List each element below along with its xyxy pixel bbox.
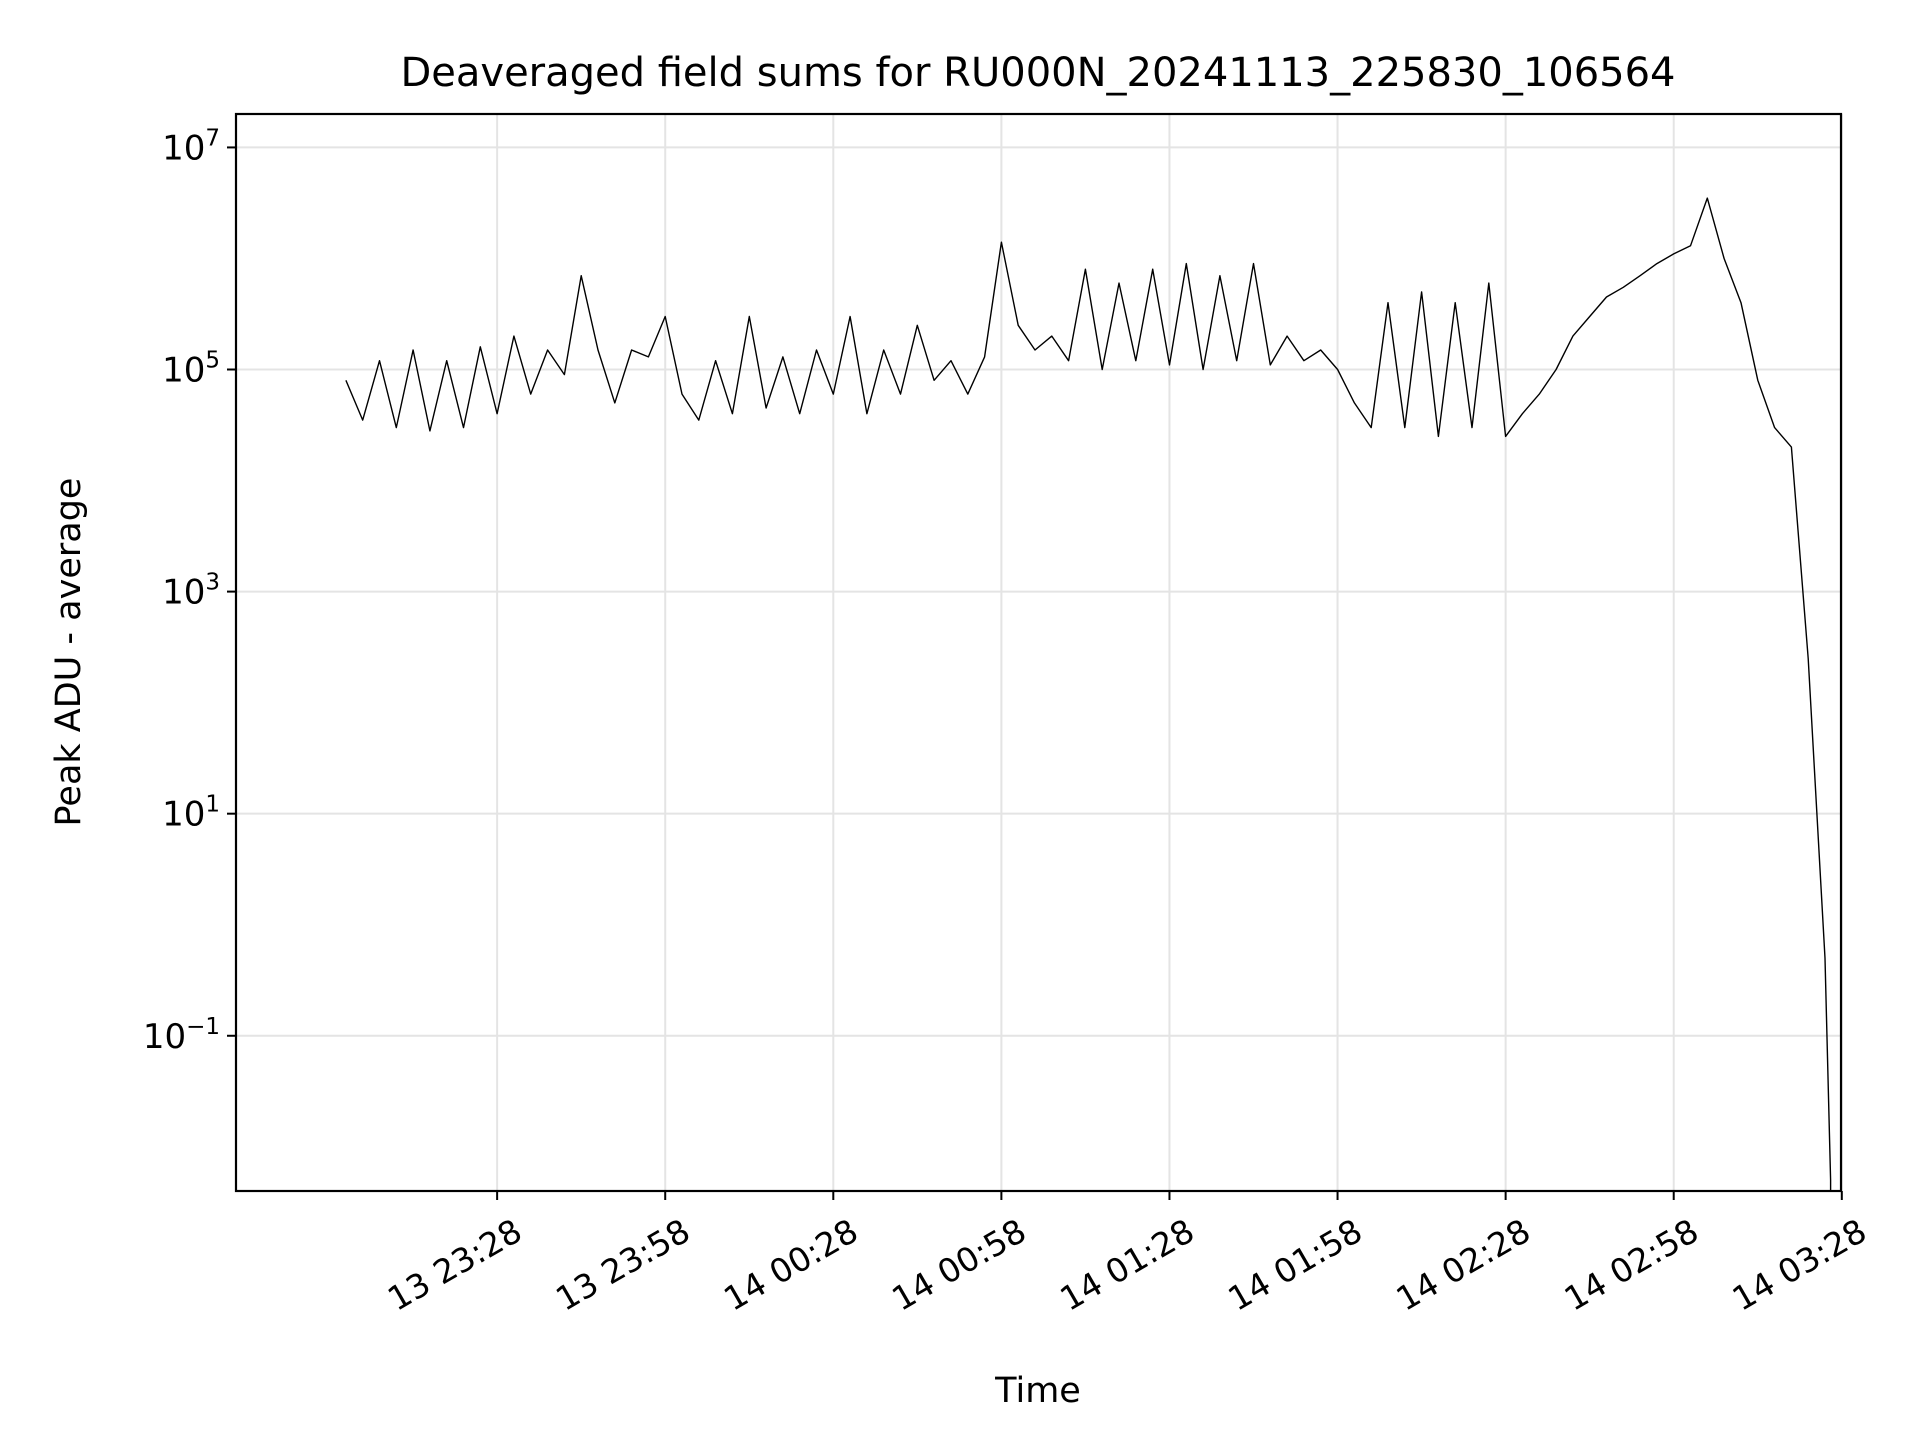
series-line	[345, 197, 1832, 1191]
plot-frame	[234, 112, 1843, 1193]
grid	[236, 114, 1843, 1191]
y-tick-exponent: 5	[205, 348, 220, 374]
y-tick-exponent: 1	[205, 792, 220, 818]
chart-title: Deaveraged field sums for RU000N_2024111…	[400, 50, 1675, 96]
y-tick-base: 10	[162, 795, 205, 835]
y-tick-base: 10	[143, 1017, 186, 1057]
y-tick-label: 103	[162, 570, 220, 613]
y-tick-label: 101	[162, 792, 220, 835]
y-tick-exponent: 3	[205, 570, 220, 596]
y-tick-label: 107	[162, 125, 220, 168]
y-tick-base: 10	[162, 351, 205, 391]
y-tick-base: 10	[162, 128, 205, 168]
y-tick-base: 10	[162, 573, 205, 613]
y-axis-label: Peak ADU - average	[49, 478, 89, 827]
y-tick-label: 10−1	[143, 1014, 220, 1057]
y-tick-label: 105	[162, 348, 220, 391]
y-tick-exponent: 7	[205, 125, 220, 151]
y-tick-exponent: −1	[186, 1014, 220, 1040]
x-axis-label: Time	[994, 1371, 1081, 1411]
plot-area	[345, 197, 1832, 1191]
